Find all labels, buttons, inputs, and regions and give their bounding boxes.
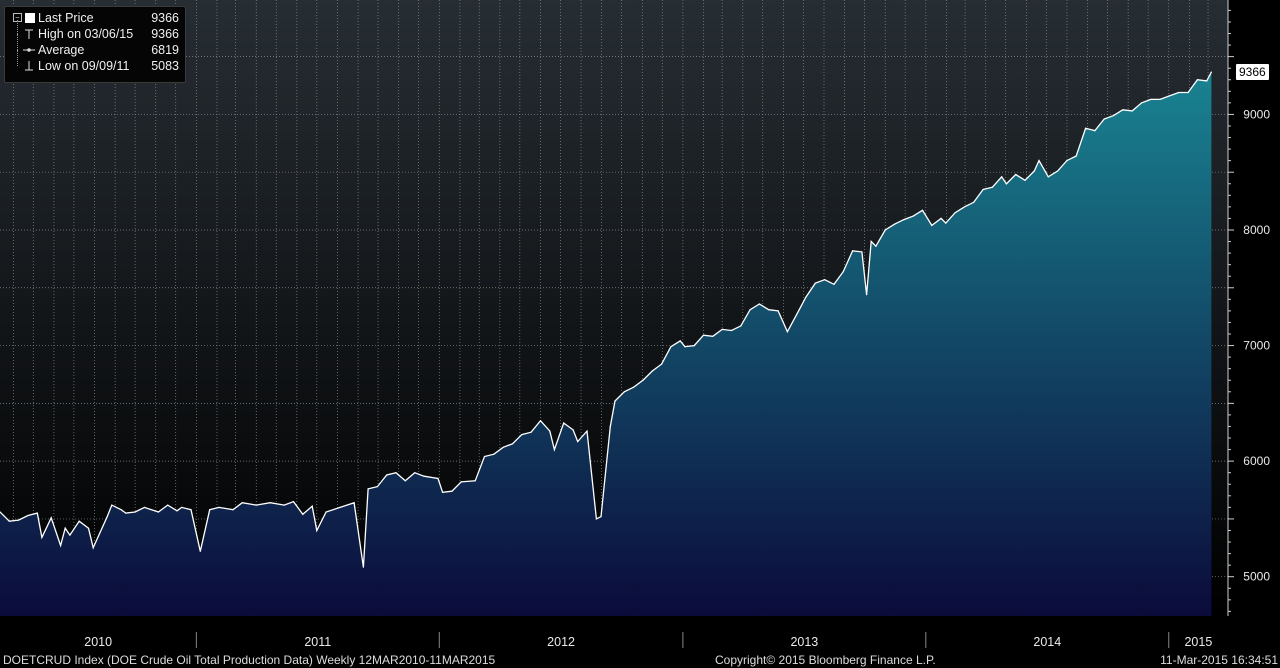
- x-tick-label: 2010: [84, 635, 112, 649]
- low-marker-icon: [25, 61, 33, 71]
- x-tick-label: 2013: [790, 635, 818, 649]
- x-tick-label: 2012: [547, 635, 575, 649]
- chart: 5000 6000 7000 8000 9000 2010 2011 2012 2013 201…: [0, 0, 1280, 652]
- x-tick-label: 2015: [1184, 635, 1212, 649]
- legend-label-high: High on 03/06/15: [38, 27, 134, 41]
- average-marker-icon: [23, 48, 35, 52]
- production-line: [0, 71, 1212, 568]
- footer-description: DOETCRUD Index (DOE Crude Oil Total Prod…: [3, 653, 496, 667]
- last-price-swatch-icon: [25, 13, 35, 23]
- y-tick-label: 8000: [1243, 223, 1270, 237]
- footer: DOETCRUD Index (DOE Crude Oil Total Prod…: [0, 652, 1280, 668]
- legend-label-low: Low on 09/09/11: [38, 59, 130, 73]
- x-tick-label: 2014: [1033, 635, 1061, 649]
- footer-timestamp: 11-Mar-2015 16:34:51: [1160, 653, 1278, 667]
- legend-label-average: Average: [38, 43, 85, 57]
- legend-average: Average 6819: [13, 34, 179, 58]
- high-marker-icon: [25, 29, 33, 39]
- x-axis-background: [0, 616, 1280, 652]
- axis-background: [1228, 0, 1280, 652]
- x-tick-label: 2011: [304, 635, 331, 649]
- legend-label-last-price: Last Price: [38, 11, 94, 25]
- legend-last-price: − Last Price 9366: [13, 10, 179, 26]
- legend-high: High on 03/06/15 9366: [13, 20, 179, 42]
- production-area: [0, 72, 1212, 617]
- y-tick-label: 6000: [1243, 454, 1270, 468]
- y-tick-label: 5000: [1243, 570, 1270, 584]
- footer-copyright: Copyright© 2015 Bloomberg Finance L.P.: [715, 653, 936, 667]
- legend-value-high: 9366: [151, 27, 179, 41]
- legend-value-last-price: 9366: [151, 11, 179, 25]
- legend-value-average: 6819: [151, 43, 179, 57]
- legend-low: Low on 09/09/11 5083: [13, 50, 179, 74]
- chart-legend: − Last Price 9366 High on 03/06/15 9366 …: [4, 6, 186, 83]
- y-tick-label: 9000: [1243, 107, 1270, 121]
- legend-value-low: 5083: [151, 59, 179, 73]
- y-tick-label: 7000: [1243, 339, 1270, 353]
- last-price-tag: 9366: [1236, 64, 1269, 81]
